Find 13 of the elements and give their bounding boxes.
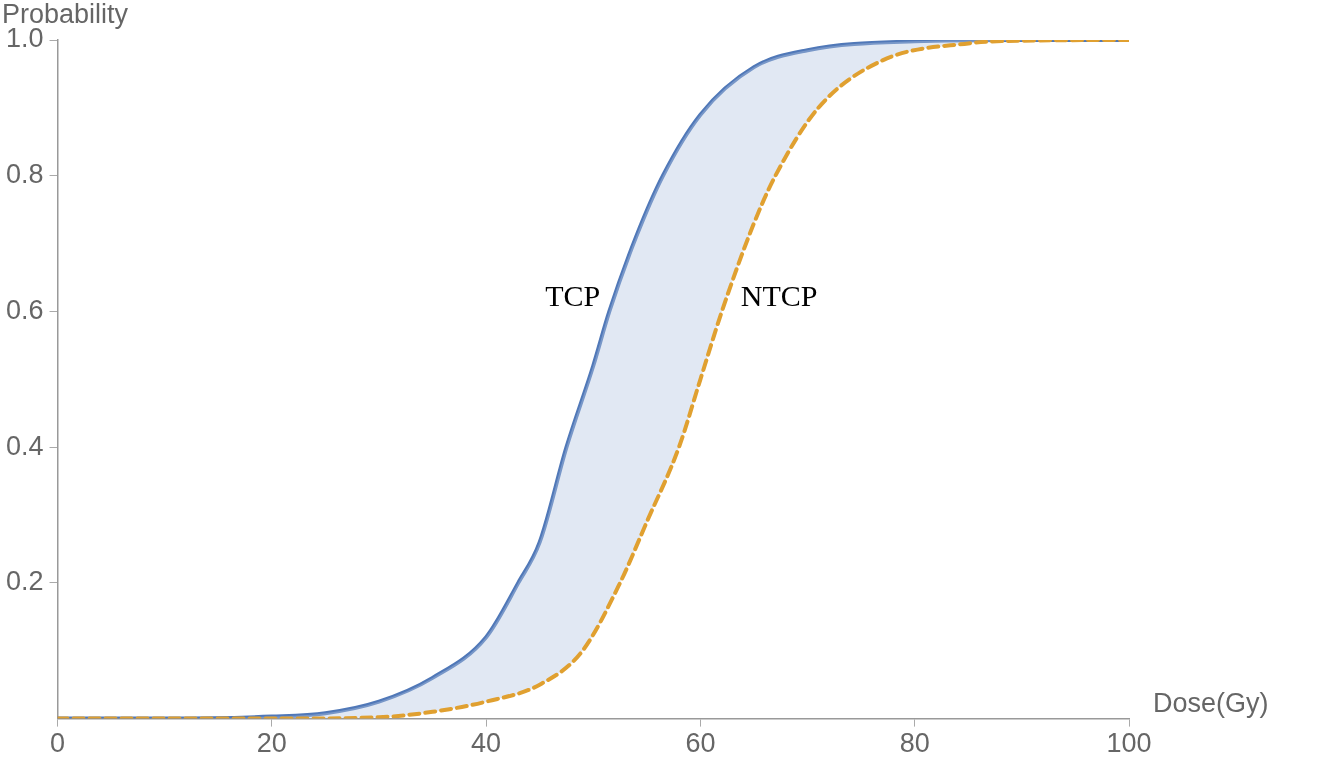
y-tick-label: 0.4	[5, 430, 44, 461]
y-tick-label: 0.6	[5, 294, 44, 325]
x-tick-label: 60	[685, 728, 716, 759]
series-label: TCP	[545, 278, 601, 312]
x-tick-label: 100	[1106, 728, 1152, 759]
x-tick-label: 0	[50, 728, 66, 759]
series-label: NTCP	[740, 278, 818, 312]
y-tick-label: 0.2	[5, 566, 44, 597]
y-tick-label: 0.8	[5, 159, 44, 190]
x-tick-label: 20	[256, 728, 287, 759]
x-axis-title: Dose(Gy)	[1153, 688, 1269, 719]
x-tick-label: 80	[899, 728, 930, 759]
x-tick-label: 40	[471, 728, 502, 759]
